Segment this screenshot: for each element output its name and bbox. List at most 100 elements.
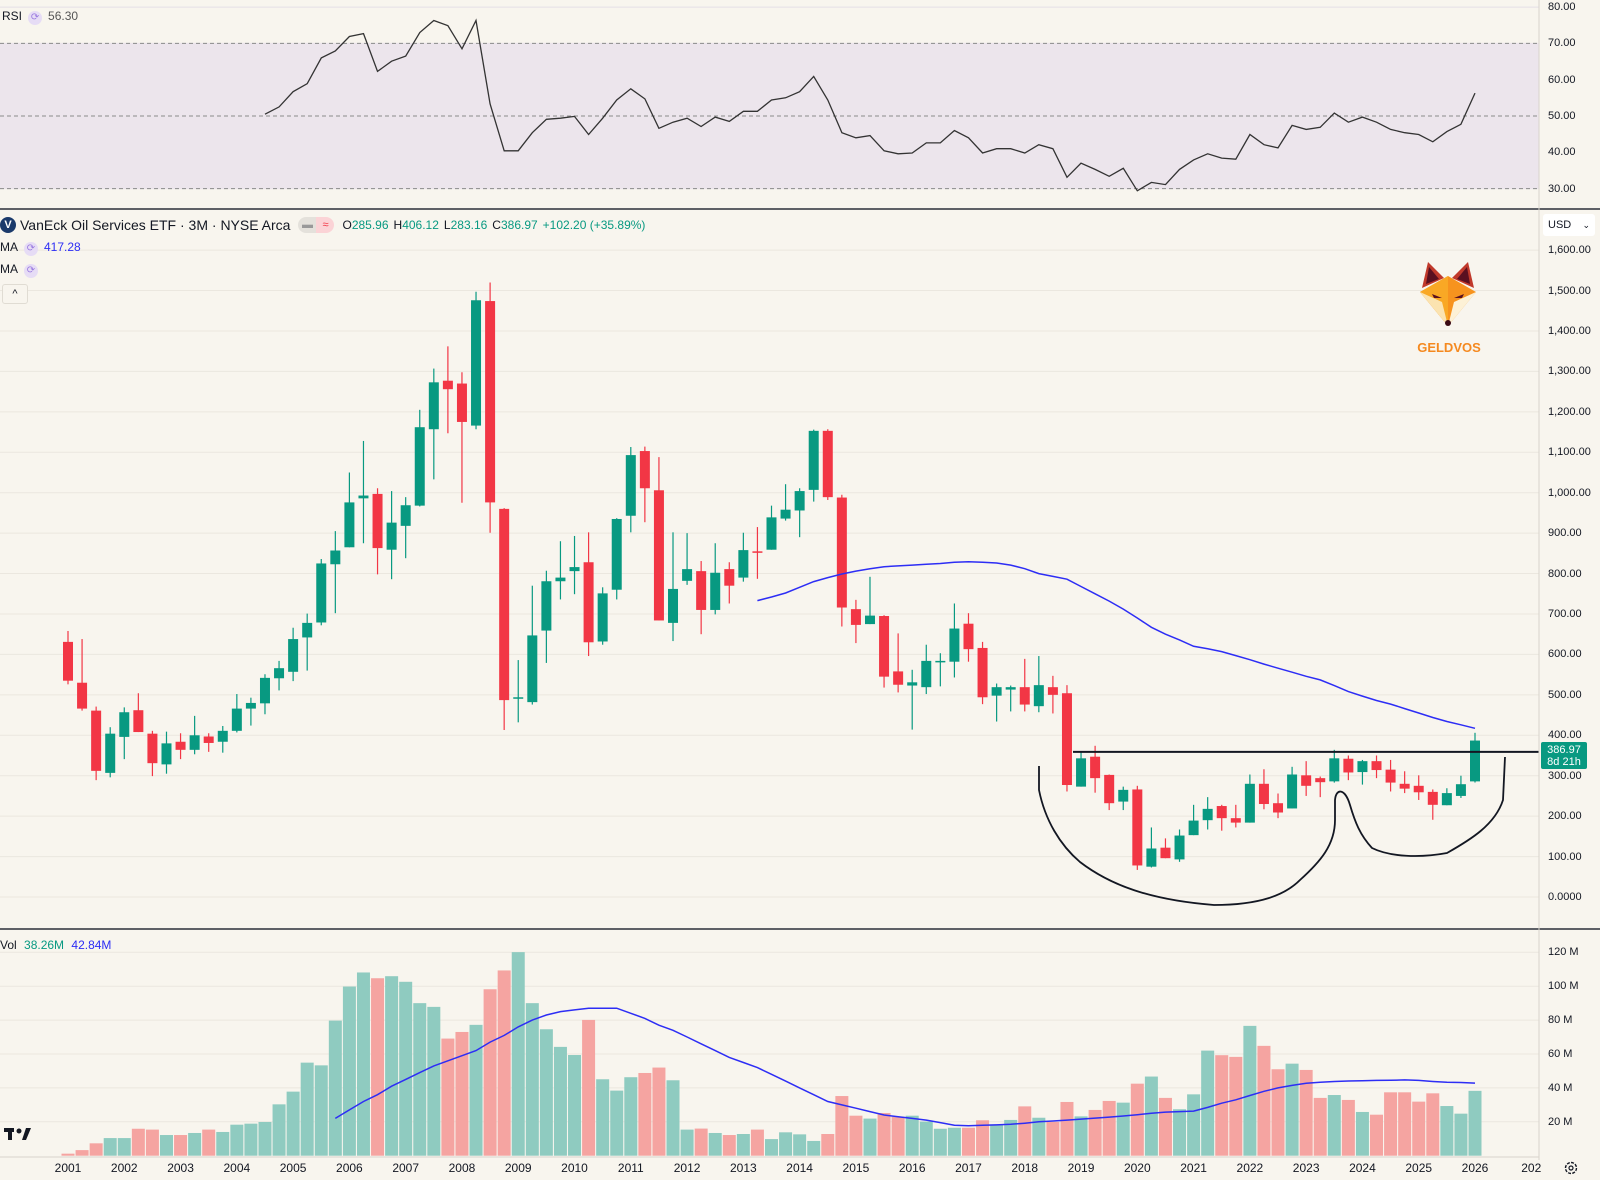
indicator-settings-icon[interactable]: ⟳ <box>24 264 38 278</box>
rsi-line <box>264 18 1476 192</box>
time-axis-label: 2012 <box>673 1161 701 1175</box>
candle <box>456 372 467 503</box>
candle-body <box>456 383 467 422</box>
candle <box>696 561 707 635</box>
candle <box>316 559 327 626</box>
candle <box>1104 774 1115 811</box>
candle-body <box>583 562 594 643</box>
volume-value: 38.26M <box>24 938 65 952</box>
tradingview-logo-icon[interactable] <box>4 1128 31 1140</box>
candle <box>864 576 875 625</box>
candle-body <box>372 493 383 549</box>
ma1-legend[interactable]: MA ⟳ 417.28 <box>0 240 81 256</box>
price-axis-label: 200.00 <box>1548 810 1582 823</box>
gear-icon[interactable] <box>1564 1161 1578 1175</box>
volume-bar <box>1074 1116 1088 1156</box>
volume-legend[interactable]: Vol 38.26M 42.84M <box>0 938 111 952</box>
candle <box>414 409 425 507</box>
indicator-settings-icon[interactable]: ⟳ <box>28 11 43 25</box>
high-label: H <box>393 218 403 232</box>
change-value: +102.20 (+35.89%) <box>542 218 646 232</box>
volume-bar <box>272 1104 286 1156</box>
candle <box>597 587 608 645</box>
candle-body <box>1385 769 1396 783</box>
candle-body <box>161 743 172 765</box>
volume-bar <box>286 1091 300 1156</box>
low-label: L <box>443 218 451 232</box>
volume-bar <box>1299 1069 1313 1156</box>
volume-bar <box>1271 1069 1285 1156</box>
candle-body <box>471 300 482 426</box>
candle <box>639 446 650 523</box>
currency-dropdown[interactable]: USD ⌄ <box>1543 214 1595 236</box>
rsi-legend[interactable]: RSI ⟳ 56.30 <box>2 9 78 25</box>
volume-bar <box>1398 1092 1412 1156</box>
volume-bar <box>1313 1097 1327 1156</box>
volume-bar <box>145 1129 159 1156</box>
volume-bar <box>371 978 385 1156</box>
time-axis-label: 2007 <box>392 1161 420 1175</box>
ma2-legend[interactable]: MA ⟳ <box>0 262 44 278</box>
volume-bar <box>1088 1109 1102 1156</box>
symbol-title[interactable]: VanEck Oil Services ETF · 3M · NYSE Arca <box>20 217 291 233</box>
volume-bar <box>905 1115 919 1156</box>
volume-bar <box>736 1134 750 1156</box>
volume-bar <box>610 1090 624 1156</box>
open-label: O <box>342 218 352 232</box>
time-axis-label: 2010 <box>561 1161 588 1175</box>
symbol-legend[interactable]: V VanEck Oil Services ETF · 3M · NYSE Ar… <box>0 216 650 234</box>
price-axis-label: 100.00 <box>1548 850 1582 863</box>
candle-body <box>836 497 847 608</box>
candle <box>836 494 847 627</box>
candle-body <box>611 518 622 590</box>
candle <box>1399 771 1410 794</box>
candle-body <box>752 551 763 553</box>
candle <box>91 706 102 781</box>
volume-bar <box>216 1131 230 1156</box>
candle <box>485 282 496 533</box>
time-axis-label: 2001 <box>54 1161 82 1175</box>
volume-bar <box>694 1128 708 1156</box>
candle-body <box>864 615 875 625</box>
time-axis-label: 2011 <box>617 1161 644 1175</box>
volume-bar <box>652 1067 666 1156</box>
volume-bar <box>553 1046 567 1156</box>
volume-bar <box>1032 1117 1046 1156</box>
candle <box>1174 829 1185 862</box>
time-axis-label: 2026 <box>1461 1161 1489 1175</box>
candle <box>1230 804 1241 828</box>
time-axis-label: 2024 <box>1349 1161 1376 1175</box>
volume-bar <box>342 986 356 1156</box>
open-value: 285.96 <box>351 218 389 232</box>
volume-bar <box>638 1072 652 1156</box>
candle <box>147 730 158 777</box>
volume-bar <box>230 1124 244 1156</box>
candle-body <box>217 730 228 742</box>
candle <box>288 627 299 682</box>
indicator-settings-icon[interactable]: ⟳ <box>24 242 38 256</box>
volume-bar <box>202 1129 216 1156</box>
candle <box>766 505 777 550</box>
status-pill[interactable]: ▬ ≈ <box>298 217 335 233</box>
collapse-legend-button[interactable]: ^ <box>2 284 28 304</box>
candle <box>231 694 242 733</box>
candle <box>1273 793 1284 819</box>
volume-bar <box>624 1077 638 1156</box>
candle-body <box>344 502 355 548</box>
candle <box>991 683 1002 722</box>
volume-bar <box>539 1029 553 1156</box>
cup-and-handle-drawing[interactable] <box>1038 756 1506 906</box>
candle-body <box>682 569 693 581</box>
candle-body <box>935 660 946 663</box>
candle-body <box>1188 820 1199 836</box>
candle-body <box>414 427 425 506</box>
chevron-down-icon: ⌄ <box>1582 220 1590 230</box>
candle-body <box>907 682 918 686</box>
candle-body <box>147 733 158 764</box>
volume-bar <box>891 1116 905 1156</box>
candle <box>1427 789 1438 820</box>
time-axis-label: 2020 <box>1123 1161 1151 1175</box>
candle-body <box>1005 687 1016 690</box>
candle-body <box>724 569 735 586</box>
